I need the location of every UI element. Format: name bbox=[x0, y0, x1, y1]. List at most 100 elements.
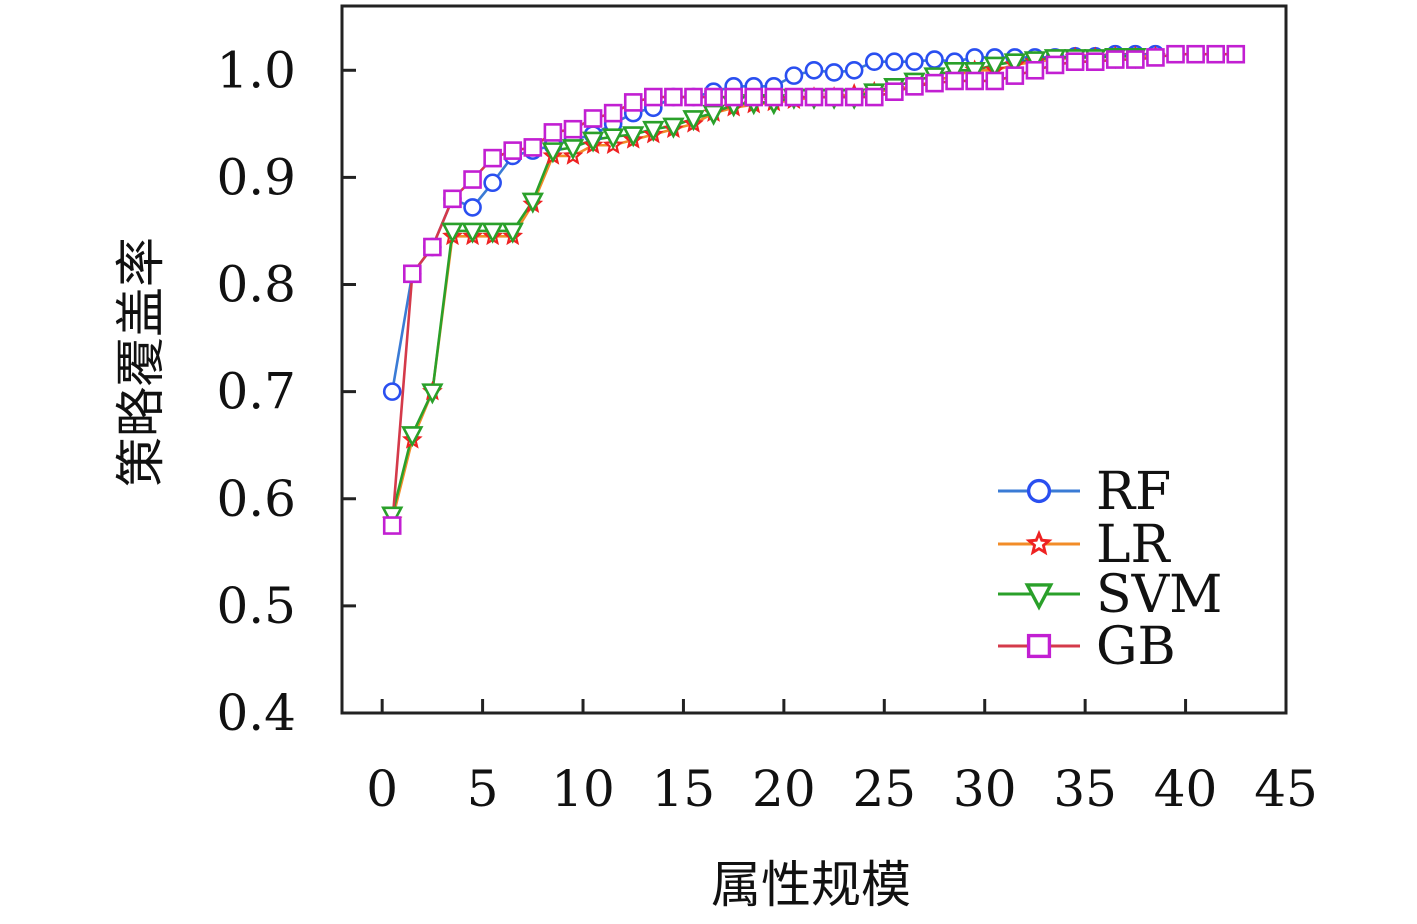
data-point-gb bbox=[664, 87, 683, 107]
legend-marker-gb bbox=[1026, 633, 1052, 659]
legend-marker-rf bbox=[1026, 478, 1052, 504]
data-point-gb bbox=[1045, 55, 1065, 75]
data-point-gb bbox=[1025, 60, 1045, 80]
legend-label-rf: RF bbox=[1096, 462, 1171, 522]
data-point-gb bbox=[483, 148, 502, 168]
data-point-gb bbox=[744, 87, 764, 107]
data-point-gb bbox=[443, 189, 462, 209]
data-point-gb bbox=[844, 87, 864, 107]
markers-layer bbox=[381, 44, 1246, 535]
data-point-rf bbox=[382, 382, 402, 401]
data-point-svm bbox=[541, 142, 565, 164]
x-tick-label: 40 bbox=[1154, 760, 1218, 818]
x-axis-label: 属性规模 bbox=[711, 856, 911, 914]
data-point-gb bbox=[1206, 44, 1226, 64]
data-point-gb bbox=[824, 87, 844, 107]
data-point-gb bbox=[1105, 50, 1125, 69]
data-point-gb bbox=[1005, 66, 1025, 85]
x-tick-label: 20 bbox=[752, 760, 816, 818]
data-point-gb bbox=[1186, 44, 1205, 64]
data-point-gb bbox=[603, 103, 623, 123]
legend-label-lr: LR bbox=[1096, 515, 1172, 575]
data-point-gb bbox=[804, 87, 824, 107]
data-point-rf bbox=[905, 52, 924, 72]
x-tick-label: 5 bbox=[467, 760, 499, 818]
x-tick-label: 25 bbox=[852, 760, 916, 818]
series-line-lr bbox=[390, 55, 1156, 521]
y-tick-label: 0.8 bbox=[216, 256, 296, 314]
data-point-gb bbox=[925, 73, 944, 93]
series-line-svm bbox=[390, 55, 1136, 516]
data-point-svm bbox=[441, 222, 464, 244]
data-point-gb bbox=[1126, 50, 1145, 69]
data-point-gb bbox=[724, 87, 743, 107]
data-point-svm bbox=[1003, 53, 1027, 75]
data-point-rf bbox=[844, 60, 864, 80]
data-point-gb bbox=[503, 141, 523, 160]
data-point-gb bbox=[402, 264, 422, 284]
data-point-rf bbox=[864, 52, 884, 72]
y-tick-label: 0.6 bbox=[216, 470, 296, 528]
data-point-gb bbox=[1085, 52, 1105, 72]
data-point-gb bbox=[905, 77, 924, 96]
x-tick-label: 30 bbox=[953, 760, 1017, 818]
data-point-gb bbox=[583, 109, 603, 128]
data-point-gb bbox=[563, 119, 583, 139]
data-point-gb bbox=[784, 87, 804, 107]
data-point-rf bbox=[463, 198, 482, 217]
legend-label-gb: GB bbox=[1096, 617, 1176, 677]
data-point-gb bbox=[543, 123, 563, 142]
data-point-rf bbox=[784, 66, 804, 85]
y-tick-label: 0.5 bbox=[216, 577, 296, 635]
data-point-gb bbox=[463, 170, 482, 189]
series-line-gb bbox=[390, 52, 1236, 526]
data-point-gb bbox=[523, 138, 543, 157]
data-point-gb bbox=[864, 87, 884, 107]
data-point-svm bbox=[662, 117, 685, 139]
data-point-svm bbox=[461, 222, 484, 244]
data-point-gb bbox=[1226, 44, 1246, 64]
data-point-gb bbox=[423, 237, 442, 257]
data-point-gb bbox=[644, 87, 663, 107]
data-point-svm bbox=[682, 110, 705, 132]
data-point-rf bbox=[925, 50, 944, 69]
data-point-gb bbox=[1146, 48, 1165, 67]
data-point-gb bbox=[684, 87, 703, 107]
data-point-svm bbox=[501, 222, 524, 244]
data-point-gb bbox=[764, 87, 784, 107]
x-tick-label: 10 bbox=[551, 760, 615, 818]
x-tick-label: 0 bbox=[366, 760, 398, 818]
data-point-gb bbox=[965, 71, 984, 91]
legend-marker-svm bbox=[1024, 583, 1054, 611]
data-point-gb bbox=[1065, 52, 1085, 72]
data-point-gb bbox=[623, 93, 643, 112]
x-tick-label: 45 bbox=[1254, 760, 1318, 818]
x-tick-label: 15 bbox=[652, 760, 716, 818]
data-point-svm bbox=[521, 192, 544, 214]
data-point-gb bbox=[985, 71, 1005, 91]
y-tick-label: 0.9 bbox=[216, 148, 296, 206]
data-point-gb bbox=[945, 71, 964, 91]
data-point-svm bbox=[581, 131, 605, 153]
data-point-svm bbox=[642, 120, 665, 142]
data-point-gb bbox=[704, 87, 723, 107]
y-tick-label: 0.4 bbox=[216, 684, 296, 742]
data-point-svm bbox=[481, 222, 504, 244]
y-tick-label: 0.7 bbox=[216, 363, 296, 421]
legend-label-svm: SVM bbox=[1096, 565, 1222, 625]
y-tick-label: 1.0 bbox=[216, 41, 296, 99]
data-point-gb bbox=[382, 516, 402, 535]
legend-marker-lr bbox=[1025, 529, 1053, 556]
data-point-gb bbox=[1166, 44, 1185, 64]
data-point-svm bbox=[421, 383, 444, 405]
data-point-rf bbox=[804, 60, 824, 80]
data-point-rf bbox=[824, 63, 844, 82]
data-point-svm bbox=[983, 56, 1006, 78]
y-axis-label: 策略覆盖率 bbox=[112, 237, 170, 487]
data-point-rf bbox=[483, 173, 502, 193]
data-point-rf bbox=[885, 52, 904, 72]
data-point-svm bbox=[401, 426, 424, 448]
